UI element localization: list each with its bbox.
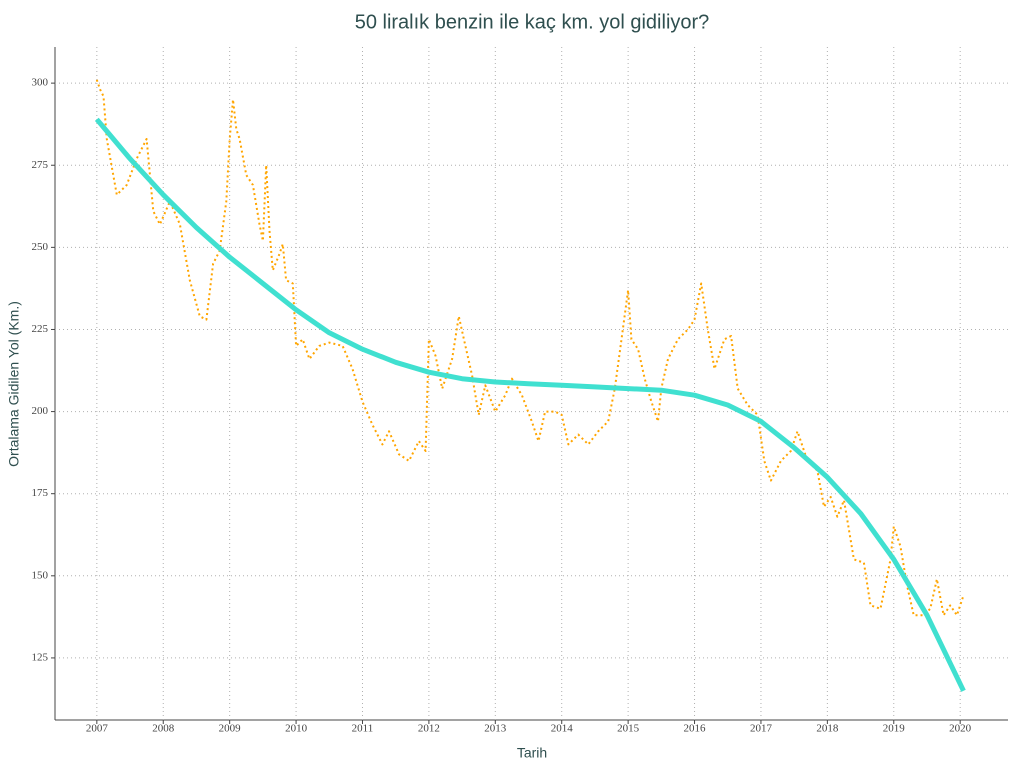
x-tick-label: 2014 [551, 723, 574, 735]
x-axis-label: Tarih [517, 745, 547, 761]
chart-title: 50 liralık benzin ile kaç km. yol gidili… [355, 11, 710, 33]
x-tick-label: 2015 [617, 723, 640, 735]
x-tick-label: 2018 [816, 723, 839, 735]
y-tick-label: 150 [32, 569, 49, 581]
y-axis-label: Ortalama Gidilen Yol (Km.) [6, 301, 22, 467]
x-tick-label: 2008 [152, 723, 175, 735]
y-tick-label: 200 [32, 405, 49, 417]
x-tick-label: 2016 [684, 723, 707, 735]
x-tick-label: 2020 [949, 723, 972, 735]
x-tick-label: 2009 [219, 723, 242, 735]
x-tick-label: 2017 [750, 723, 773, 735]
data-line [94, 117, 966, 692]
y-tick-label: 300 [32, 77, 49, 89]
x-tick-label: 2011 [352, 723, 374, 735]
y-tick-label: 275 [32, 159, 49, 171]
x-tick-label: 2007 [86, 723, 109, 735]
y-tick-label: 125 [32, 651, 49, 663]
x-tick-label: 2013 [484, 723, 507, 735]
x-tick-label: 2010 [285, 723, 308, 735]
data-line [95, 79, 965, 617]
x-tick-label: 2012 [418, 723, 440, 735]
x-tick-label: 2019 [883, 723, 906, 735]
y-tick-label: 175 [32, 487, 49, 499]
y-tick-label: 225 [32, 323, 49, 335]
y-tick-label: 250 [32, 241, 49, 253]
